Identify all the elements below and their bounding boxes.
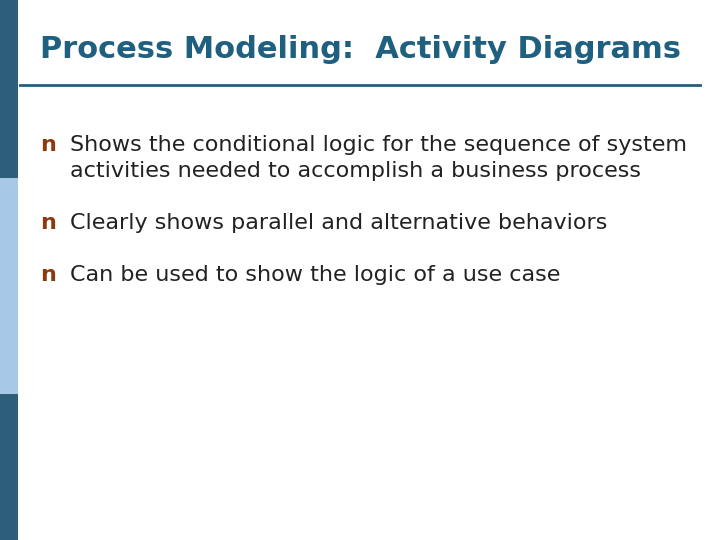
Text: Process Modeling:  Activity Diagrams: Process Modeling: Activity Diagrams [40,36,680,64]
Text: Shows the conditional logic for the sequence of system: Shows the conditional logic for the sequ… [70,135,687,155]
Text: Clearly shows parallel and alternative behaviors: Clearly shows parallel and alternative b… [70,213,608,233]
Text: n: n [40,135,56,155]
Bar [0,394,18,540]
Text: Can be used to show the logic of a use case: Can be used to show the logic of a use c… [70,265,560,285]
Text: n: n [40,213,56,233]
Bar [0,178,18,394]
Text: n: n [40,265,56,285]
Text: activities needed to accomplish a business process: activities needed to accomplish a busine… [70,161,641,181]
Bar [0,0,18,178]
